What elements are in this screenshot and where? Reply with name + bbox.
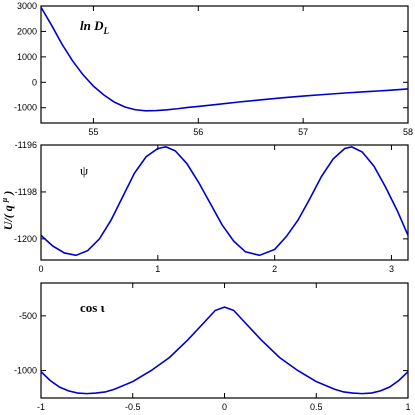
y-tick-label: -1200 bbox=[14, 234, 37, 244]
panel-ln-dl: 55 56 57 58 3000 2000 1000 0 -1000 ln DL bbox=[14, 1, 413, 137]
x-tick-label: 56 bbox=[193, 127, 203, 137]
series-line bbox=[40, 306, 409, 395]
x-tick-label: 1 bbox=[155, 264, 160, 274]
panel-label: ψ bbox=[80, 163, 88, 178]
y-tick-label: -1000 bbox=[14, 366, 37, 376]
x-tick-label: 58 bbox=[403, 127, 413, 137]
y-tick-label: -1198 bbox=[15, 187, 37, 197]
y-tick-label: 3000 bbox=[17, 1, 37, 11]
y-tick-label: 2000 bbox=[17, 26, 37, 36]
y-tick-label: -1196 bbox=[15, 140, 37, 150]
x-tick-label: 57 bbox=[298, 127, 308, 137]
panel-cos-iota: -1 -0.5 0 0.5 1 -500 -1000 cos ι bbox=[14, 282, 411, 412]
x-tick-label: 2 bbox=[272, 264, 277, 274]
x-tick-label: 0.5 bbox=[310, 402, 323, 412]
series-line bbox=[40, 6, 409, 112]
y-tick-label: 0 bbox=[32, 77, 37, 87]
plot-frame bbox=[40, 144, 409, 261]
x-tick-label: -1 bbox=[37, 402, 45, 412]
x-tick-label: 55 bbox=[88, 127, 98, 137]
panel-psi: 0 1 2 3 -1196 -1198 -1200 ψ U/( q μ ) bbox=[0, 140, 409, 274]
plot-frame bbox=[40, 5, 409, 124]
x-tick-label: 0 bbox=[38, 264, 43, 274]
panel-label: ln DL bbox=[80, 18, 109, 36]
x-tick-label: -0.5 bbox=[125, 402, 141, 412]
x-tick-label: 1 bbox=[405, 402, 410, 412]
y-axis-label: U/( q μ ) bbox=[0, 191, 15, 230]
x-tick-label: 0 bbox=[222, 402, 227, 412]
series-line bbox=[40, 146, 409, 257]
y-tick-label: 1000 bbox=[17, 52, 37, 62]
y-tick-label: -500 bbox=[19, 311, 37, 321]
y-tick-label: -1000 bbox=[14, 103, 37, 113]
x-tick-label: 3 bbox=[389, 264, 394, 274]
panel-label: cos ι bbox=[80, 300, 105, 315]
